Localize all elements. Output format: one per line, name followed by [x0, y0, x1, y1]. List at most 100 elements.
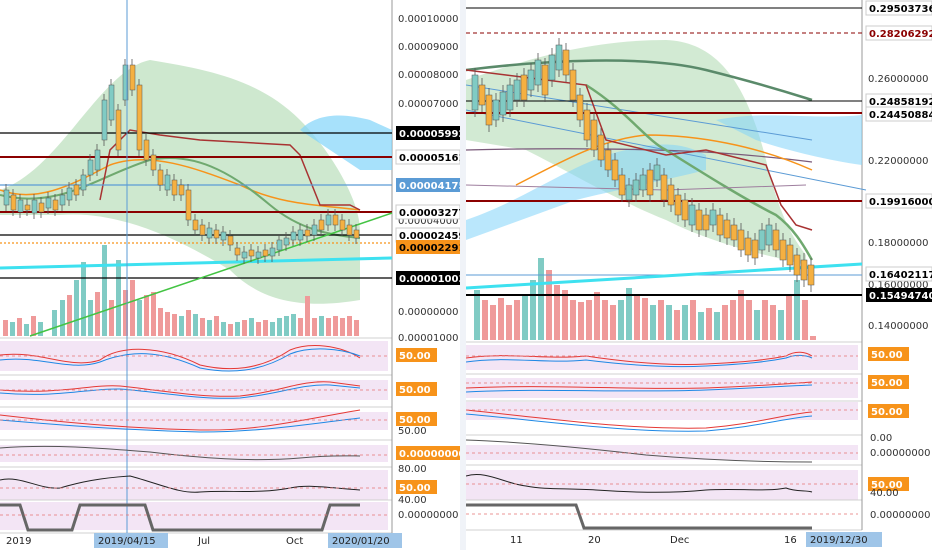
time-tag-box-4 — [806, 532, 882, 547]
candle-body-18 — [129, 64, 136, 91]
left-chart-pane[interactable]: 0.00010000 0.00009000 0.00008000 0.00007000… — [0, 0, 460, 550]
volume-bar-43 — [312, 318, 317, 336]
volume-bar-15 — [594, 292, 600, 340]
osc-axis-label-6: 40.00 — [398, 495, 427, 506]
candle-body-11 — [548, 54, 556, 81]
volume-bar-9 — [74, 280, 79, 336]
osc-axis-label-6: 0.00000000 — [870, 510, 930, 521]
volume-bar-5 — [38, 322, 43, 336]
candle-body-39 — [744, 237, 752, 256]
price-axis-label-3: 0.00007000 — [398, 99, 458, 110]
volume-bar-44 — [319, 316, 324, 336]
volume-bar-45 — [326, 318, 331, 336]
time-axis-label-3: Oct — [286, 536, 303, 547]
candle-body-27 — [660, 174, 668, 201]
pane-divider[interactable] — [460, 0, 466, 550]
candle-body-2 — [485, 94, 493, 126]
price-axis-label-0: 0.26000000 — [868, 74, 928, 85]
volume-bar-26 — [193, 314, 198, 336]
candle-body-44 — [311, 224, 318, 236]
candle-body-2 — [17, 199, 24, 213]
candle-body-3 — [492, 99, 500, 121]
volume-bar-13 — [102, 245, 107, 336]
price-axis-label-5: 0.00000000 — [398, 307, 458, 318]
volume-bar-48 — [347, 316, 352, 336]
candle-body-12 — [87, 159, 94, 176]
volume-bar-28 — [698, 312, 704, 340]
volume-bar-16 — [602, 300, 608, 340]
candle-body-48 — [339, 219, 346, 231]
right-price-chart[interactable]: 0.26000000 0.22000000 0.18000000 0.16000000… — [466, 0, 932, 550]
price-level-tag-5-label: 0.16402117 — [869, 270, 932, 281]
volume-bar-12 — [570, 300, 576, 340]
price-level-tag-1-box — [865, 25, 932, 41]
volume-bar-39 — [284, 316, 289, 336]
left-price-chart[interactable]: 0.00010000 0.00009000 0.00008000 0.00007000… — [0, 0, 460, 550]
volume-bar-33 — [242, 320, 247, 336]
price-level-tag-1-label: 0.28206292 — [869, 29, 932, 40]
volume-bar-29 — [706, 308, 712, 340]
price-axis-label-3: 0.16000000 — [868, 280, 928, 291]
price-level-tag-4-box — [865, 193, 932, 209]
candle-body-38 — [269, 247, 276, 257]
candle-body-3 — [24, 204, 31, 211]
right-chart-pane[interactable]: 0.26000000 0.22000000 0.18000000 0.16000000… — [466, 0, 932, 550]
candle-body-50 — [353, 229, 360, 239]
volume-bar-38 — [778, 310, 784, 340]
osc-tag-label-0: 50.00 — [871, 350, 903, 361]
candle-body-49 — [346, 224, 353, 236]
candle-body-24 — [171, 179, 178, 196]
candle-body-40 — [751, 239, 759, 259]
candle-body-46 — [325, 214, 332, 226]
volume-bar-15 — [116, 260, 121, 336]
osc-axis-label-extra: 50.00 — [398, 426, 427, 437]
osc-axis-label-7: 0.00000000 — [398, 510, 458, 521]
volume-bar-0 — [474, 290, 480, 340]
candle-body-31 — [220, 231, 227, 241]
price-level-tag-1-box — [395, 149, 460, 165]
price-level-tag-4-label: 0.19916000 — [869, 197, 932, 208]
candle-body-40 — [283, 237, 290, 246]
time-axis-label-0: 11 — [510, 535, 523, 546]
candle-body-17 — [122, 64, 129, 101]
volume-bar-23 — [658, 300, 664, 340]
price-axis-label-1: 0.22000000 — [868, 156, 928, 167]
candle-body-10 — [73, 184, 80, 196]
volume-bar-8 — [67, 295, 72, 336]
volume-bar-25 — [186, 310, 191, 336]
candle-body-8 — [527, 69, 535, 91]
candle-body-17 — [590, 119, 598, 151]
price-level-tag-0-box — [396, 126, 460, 140]
price-level-tag-6-box — [866, 288, 932, 302]
osc-band-3 — [0, 445, 388, 462]
volume-bar-18 — [137, 300, 142, 336]
candle-body-37 — [730, 224, 738, 241]
time-tag-box-4 — [328, 533, 402, 548]
candle-body-21 — [150, 154, 157, 171]
candle-body-35 — [248, 249, 255, 257]
candle-body-25 — [178, 184, 185, 196]
volume-bar-30 — [714, 312, 720, 340]
price-level-tag-6-label: 0.00001003 — [399, 274, 460, 285]
osc-tag-box-3 — [396, 446, 460, 460]
osc-tag-box-1 — [868, 375, 909, 389]
candle-body-22 — [157, 169, 164, 186]
volume-bar-12 — [95, 292, 100, 336]
volume-bar-42 — [810, 336, 816, 340]
volume-bar-36 — [263, 320, 268, 336]
volume-bar-6 — [52, 310, 57, 336]
volume-bar-2 — [17, 318, 22, 336]
osc-tag-box-1 — [396, 382, 437, 396]
volume-bar-13 — [578, 302, 584, 340]
volume-bar-41 — [802, 300, 808, 340]
volume-bar-41 — [298, 318, 303, 336]
candle-body-29 — [674, 194, 682, 216]
osc-axis-label-5: 40.00 — [870, 488, 899, 499]
candle-body-0 — [3, 189, 10, 206]
candle-body-30 — [213, 229, 220, 239]
cyan-trendline — [0, 256, 393, 270]
candle-body-9 — [66, 187, 73, 201]
volume-bar-27 — [200, 318, 205, 336]
osc-tag-box-4 — [868, 477, 909, 491]
volume-bar-34 — [249, 318, 254, 336]
